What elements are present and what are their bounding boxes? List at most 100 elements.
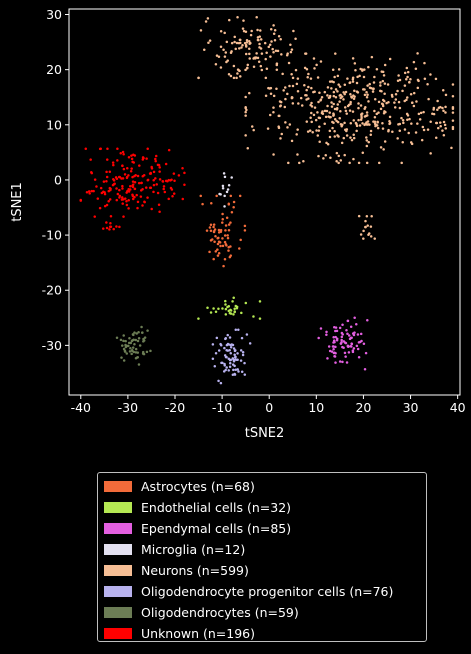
data-point-series-4	[414, 67, 418, 71]
data-point-series-0	[219, 244, 222, 248]
data-point-series-4	[355, 129, 358, 133]
data-point-series-4	[370, 55, 374, 59]
data-point-series-3	[221, 187, 225, 190]
data-point-series-4	[225, 60, 228, 64]
data-point-series-4	[357, 106, 360, 110]
data-point-series-4	[321, 110, 324, 113]
data-point-series-4	[248, 42, 251, 46]
data-point-series-7	[177, 174, 181, 177]
data-point-series-4	[333, 118, 337, 121]
data-point-series-4	[351, 110, 355, 113]
data-point-series-4	[422, 110, 425, 114]
data-point-series-2	[325, 330, 328, 334]
data-point-series-4	[288, 123, 292, 126]
data-point-series-7	[121, 187, 124, 190]
data-point-series-4	[394, 98, 398, 101]
data-point-series-4	[414, 131, 418, 134]
data-point-series-4	[294, 37, 297, 41]
data-point-series-4	[418, 118, 422, 121]
legend-item: Unknown (n=196)	[104, 623, 426, 644]
data-point-series-7	[116, 147, 119, 150]
data-point-series-4	[409, 141, 413, 144]
data-point-series-7	[102, 180, 106, 183]
data-point-series-0	[213, 240, 216, 244]
data-point-series-6	[124, 339, 127, 343]
data-point-series-7	[96, 197, 100, 200]
data-point-series-4	[352, 119, 355, 122]
data-point-series-2	[334, 345, 337, 349]
data-point-series-7	[103, 192, 107, 196]
data-point-series-4	[271, 47, 274, 51]
data-point-series-4	[315, 129, 318, 132]
data-point-series-0	[212, 257, 215, 261]
data-point-series-5	[214, 352, 218, 355]
data-point-series-1	[214, 310, 218, 314]
data-point-series-4	[353, 89, 356, 92]
data-point-series-7	[171, 195, 174, 198]
legend-item: Astrocytes (n=68)	[104, 476, 426, 497]
data-point-series-6	[129, 341, 133, 345]
data-point-series-4	[380, 70, 384, 73]
data-point-series-4	[260, 68, 264, 72]
data-point-series-5	[241, 351, 245, 354]
data-point-series-2	[345, 361, 349, 364]
data-point-series-1	[235, 307, 239, 310]
data-point-series-7	[105, 170, 108, 174]
data-point-series-4	[275, 87, 278, 91]
data-point-series-7	[169, 179, 172, 182]
data-point-series-7	[131, 185, 135, 189]
data-point-series-4	[328, 129, 332, 133]
data-point-series-4	[340, 124, 343, 128]
data-point-series-6	[133, 343, 136, 346]
data-point-series-4	[272, 111, 275, 114]
data-point-series-7	[122, 198, 125, 201]
data-point-series-4	[232, 64, 236, 68]
data-point-series-4	[264, 57, 267, 61]
data-point-series-4	[207, 41, 210, 45]
data-point-series-4	[319, 98, 323, 101]
data-point-series-7	[152, 190, 155, 194]
data-point-series-4	[441, 106, 444, 110]
data-point-series-4	[279, 37, 282, 41]
data-point-series-4	[279, 100, 283, 104]
data-point-series-4	[353, 62, 357, 65]
data-point-series-7	[116, 192, 120, 196]
data-point-series-5	[236, 358, 239, 361]
data-point-series-7	[140, 181, 143, 185]
data-point-series-4	[375, 112, 379, 116]
data-point-series-4	[332, 121, 335, 124]
data-point-series-5	[219, 381, 223, 385]
data-point-series-4	[199, 29, 203, 32]
data-point-series-4	[416, 52, 419, 55]
data-point-series-7	[181, 167, 184, 170]
data-point-series-4	[343, 83, 347, 87]
data-point-series-4	[412, 104, 416, 108]
data-point-series-4	[451, 111, 455, 114]
data-point-series-5	[221, 361, 224, 365]
data-point-series-4	[367, 140, 370, 144]
data-point-series-4	[219, 30, 223, 33]
data-point-series-5	[243, 361, 246, 365]
data-point-series-4	[351, 80, 355, 83]
data-point-series-4	[421, 125, 425, 129]
data-point-series-4	[427, 97, 430, 101]
data-point-series-4	[409, 77, 412, 81]
data-point-series-4	[230, 50, 233, 53]
data-point-series-1	[217, 307, 220, 310]
data-point-series-7	[87, 190, 91, 193]
data-point-series-4	[343, 121, 346, 125]
data-point-series-2	[332, 339, 336, 342]
data-point-series-4	[246, 146, 250, 150]
data-point-series-0	[218, 241, 222, 244]
data-point-series-7	[112, 227, 115, 231]
data-point-series-4	[260, 52, 264, 55]
data-point-series-4	[302, 160, 305, 163]
data-point-series-4	[391, 130, 394, 134]
data-point-series-7	[144, 186, 148, 189]
data-point-series-2	[325, 333, 328, 337]
data-point-series-4	[286, 52, 289, 55]
data-point-series-4	[268, 113, 272, 117]
data-point-series-7	[127, 156, 131, 159]
data-point-series-5	[223, 362, 226, 366]
data-point-series-4	[350, 96, 354, 99]
